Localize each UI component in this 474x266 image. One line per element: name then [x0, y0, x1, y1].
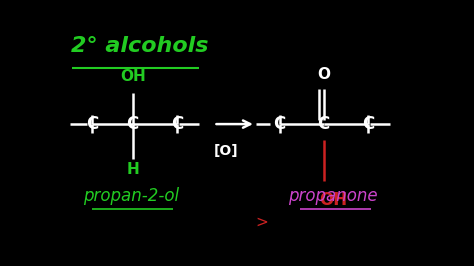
Text: >: > — [255, 215, 268, 230]
Text: propanone: propanone — [288, 187, 378, 205]
Text: C: C — [86, 115, 99, 133]
Text: OH: OH — [319, 191, 347, 209]
Text: [O]: [O] — [214, 144, 239, 158]
Text: C: C — [127, 115, 139, 133]
Text: propan-2-ol: propan-2-ol — [83, 187, 179, 205]
Text: C: C — [171, 115, 183, 133]
Text: H: H — [127, 162, 139, 177]
Text: C: C — [362, 115, 374, 133]
Text: C: C — [273, 115, 286, 133]
Text: OH: OH — [120, 69, 146, 85]
Text: C: C — [318, 115, 330, 133]
Text: 2° alcohols: 2° alcohols — [71, 36, 209, 56]
Text: O: O — [317, 68, 330, 82]
